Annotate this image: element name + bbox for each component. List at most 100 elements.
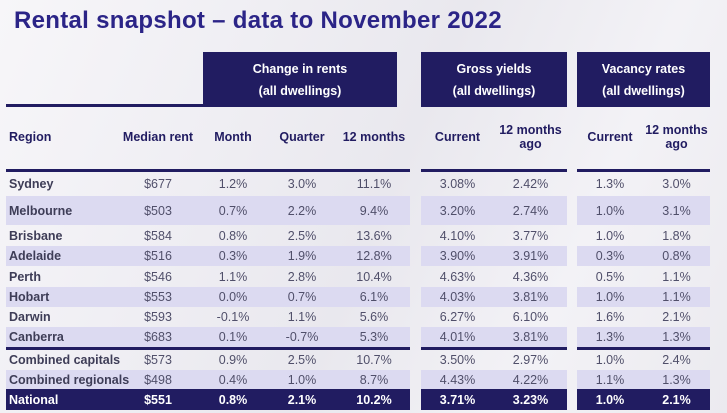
table-row-perth: Perth $546 1.1% 2.8% 10.4% 4.63% 4.36% 0.5% 1.1% [6,266,710,287]
cell-month-change: -0.1% [216,310,250,324]
cell-12-month-change: 8.7% [359,372,389,387]
cell-month-change: 0.9% [218,353,248,367]
cell-vacancy-12-months-ago: 1.8% [662,228,691,243]
table-row-brisbane: Brisbane $584 0.8% 2.5% 13.6% 4.10% 3.77% 1.0% 1… [6,225,710,246]
cell-vacancy-current: 1.0% [595,203,625,218]
cell-gross-yield-12-months-ago: 3.23% [512,392,549,407]
table-row-sydney: Sydney $677 1.2% 3.0% 11.1% 3.08% 2.42% 1.3% 3.0… [6,172,710,196]
column-header-quarter: Quarter [279,130,325,144]
cell-month-change: 0.7% [218,203,248,218]
cell-gross-yield-12-months-ago: 2.42% [512,177,549,191]
cell-region: Darwin [9,310,51,324]
cell-gross-yield-current: 4.03% [439,290,476,304]
cell-vacancy-current: 1.6% [595,310,625,324]
group-header-line2: (all dwellings) [452,83,536,98]
page-title: Rental snapshot – data to November 2022 [14,7,502,34]
header-line1: 12 months [645,123,708,137]
cell-region: Perth [9,269,41,284]
cell-month-change: 0.8% [218,392,248,407]
table-row-adelaide: Adelaide $516 0.3% 1.9% 12.8% 3.90% 3.91% 0.3% 0… [6,246,710,266]
cell-vacancy-12-months-ago: 3.0% [662,177,691,191]
rental-table-body: Sydney $677 1.2% 3.0% 11.1% 3.08% 2.42% 1.3% 3.0… [6,169,710,410]
table-row-canberra: Canberra $683 0.1% -0.7% 5.3% 4.01% 3.81% 1.3% 1… [6,327,710,347]
column-header-median-rent: Median rent [122,130,194,144]
table-row-darwin: Darwin $593 -0.1% 1.1% 5.6% 6.27% 6.10% 1.6% 2.1… [6,307,710,327]
table-row-combined-regionals: Combined regionals $498 0.4% 1.0% 8.7% 4.43% 4… [6,370,710,389]
cell-gross-yield-current: 3.90% [439,249,476,263]
cell-median-rent: $584 [144,228,172,243]
cell-gross-yield-current: 4.43% [439,372,476,387]
cell-12-month-change: 5.6% [359,310,389,324]
cell-vacancy-current: 1.0% [595,353,625,367]
cell-12-month-change: 5.3% [359,330,389,344]
cell-vacancy-current: 1.0% [595,290,625,304]
cell-gross-yield-current: 3.71% [439,392,476,407]
cell-median-rent: $503 [144,203,172,218]
column-header-gross-yields-current: Current [434,130,481,144]
cell-quarter-change: 1.0% [287,372,317,387]
group-header-vacancy-rates: Vacancy rates (all dwellings) [577,52,710,107]
cell-vacancy-current: 0.3% [595,249,625,263]
group-header-line2: (all dwellings) [258,83,342,98]
cell-gross-yield-current: 3.08% [439,177,476,191]
cell-median-rent: $573 [144,353,172,367]
cell-vacancy-current: 0.5% [595,269,625,284]
cell-region: Combined regionals [9,372,130,387]
cell-quarter-change: -0.7% [285,330,319,344]
cell-month-change: 1.1% [218,269,248,284]
column-header-row: Region Median rent Month Quarter 12 mont… [6,107,710,167]
cell-vacancy-current: 1.3% [595,177,625,191]
cell-gross-yield-12-months-ago: 6.10% [512,310,549,324]
cell-gross-yield-12-months-ago: 4.22% [512,372,549,387]
table-top-rule [6,169,710,172]
cell-region: Melbourne [9,203,73,218]
cell-vacancy-12-months-ago: 0.8% [662,249,691,263]
cell-vacancy-current: 1.0% [595,228,625,243]
cell-vacancy-current: 1.0% [595,392,625,407]
cell-region: Adelaide [9,249,62,263]
cell-vacancy-current: 1.1% [595,372,625,387]
cell-gross-yield-12-months-ago: 4.36% [512,269,549,284]
cell-gross-yield-current: 3.50% [439,353,476,367]
header-underline [6,104,203,107]
cell-vacancy-12-months-ago: 1.3% [662,330,691,344]
cell-gross-yield-12-months-ago: 3.91% [512,249,549,263]
column-header-12-months: 12 months [342,130,406,144]
cell-median-rent: $546 [144,269,172,284]
cell-12-month-change: 6.1% [359,290,389,304]
cell-quarter-change: 2.1% [287,392,317,407]
cell-median-rent: $553 [144,290,172,304]
cell-quarter-change: 1.9% [287,249,317,263]
cell-month-change: 0.4% [218,372,248,387]
cell-quarter-change: 3.0% [287,177,317,191]
cell-gross-yield-12-months-ago: 2.74% [512,203,549,218]
table-row-national: National $551 0.8% 2.1% 10.2% 3.71% 3.23% 1.0% 2… [6,389,710,410]
cell-12-month-change: 12.8% [356,249,392,263]
column-header-region: Region [9,130,52,144]
cell-quarter-change: 2.8% [287,269,317,284]
cell-vacancy-12-months-ago: 2.1% [662,310,691,324]
cell-12-month-change: 11.1% [356,177,392,191]
group-header-line2: (all dwellings) [602,83,685,98]
cell-gross-yield-current: 4.01% [439,330,476,344]
cell-12-month-change: 13.6% [356,228,392,243]
cell-region: Sydney [9,177,54,191]
cell-12-month-change: 10.7% [356,353,392,367]
column-header-vacancy-12-months-ago: 12 months ago [643,107,710,167]
column-header-gross-yields-12-months-ago: 12 months ago [494,107,567,167]
header-line2: ago [519,137,542,151]
cell-quarter-change: 1.1% [287,310,317,324]
cell-vacancy-12-months-ago: 3.1% [662,203,691,218]
cell-vacancy-12-months-ago: 1.1% [662,290,691,304]
group-header-line1: Change in rents [252,61,348,76]
cell-median-rent: $516 [144,249,172,263]
cell-vacancy-12-months-ago: 2.1% [662,392,691,407]
cell-vacancy-12-months-ago: 2.4% [662,353,691,367]
group-header-line1: Vacancy rates [601,61,686,76]
cell-gross-yield-12-months-ago: 3.77% [512,228,549,243]
cell-region: Combined capitals [9,353,121,367]
table-row-hobart: Hobart $553 0.0% 0.7% 6.1% 4.03% 3.81% 1.0% 1.1% [6,287,710,307]
cell-region: National [9,392,59,407]
cell-gross-yield-12-months-ago: 3.81% [512,290,549,304]
cell-gross-yield-current: 4.10% [439,228,476,243]
